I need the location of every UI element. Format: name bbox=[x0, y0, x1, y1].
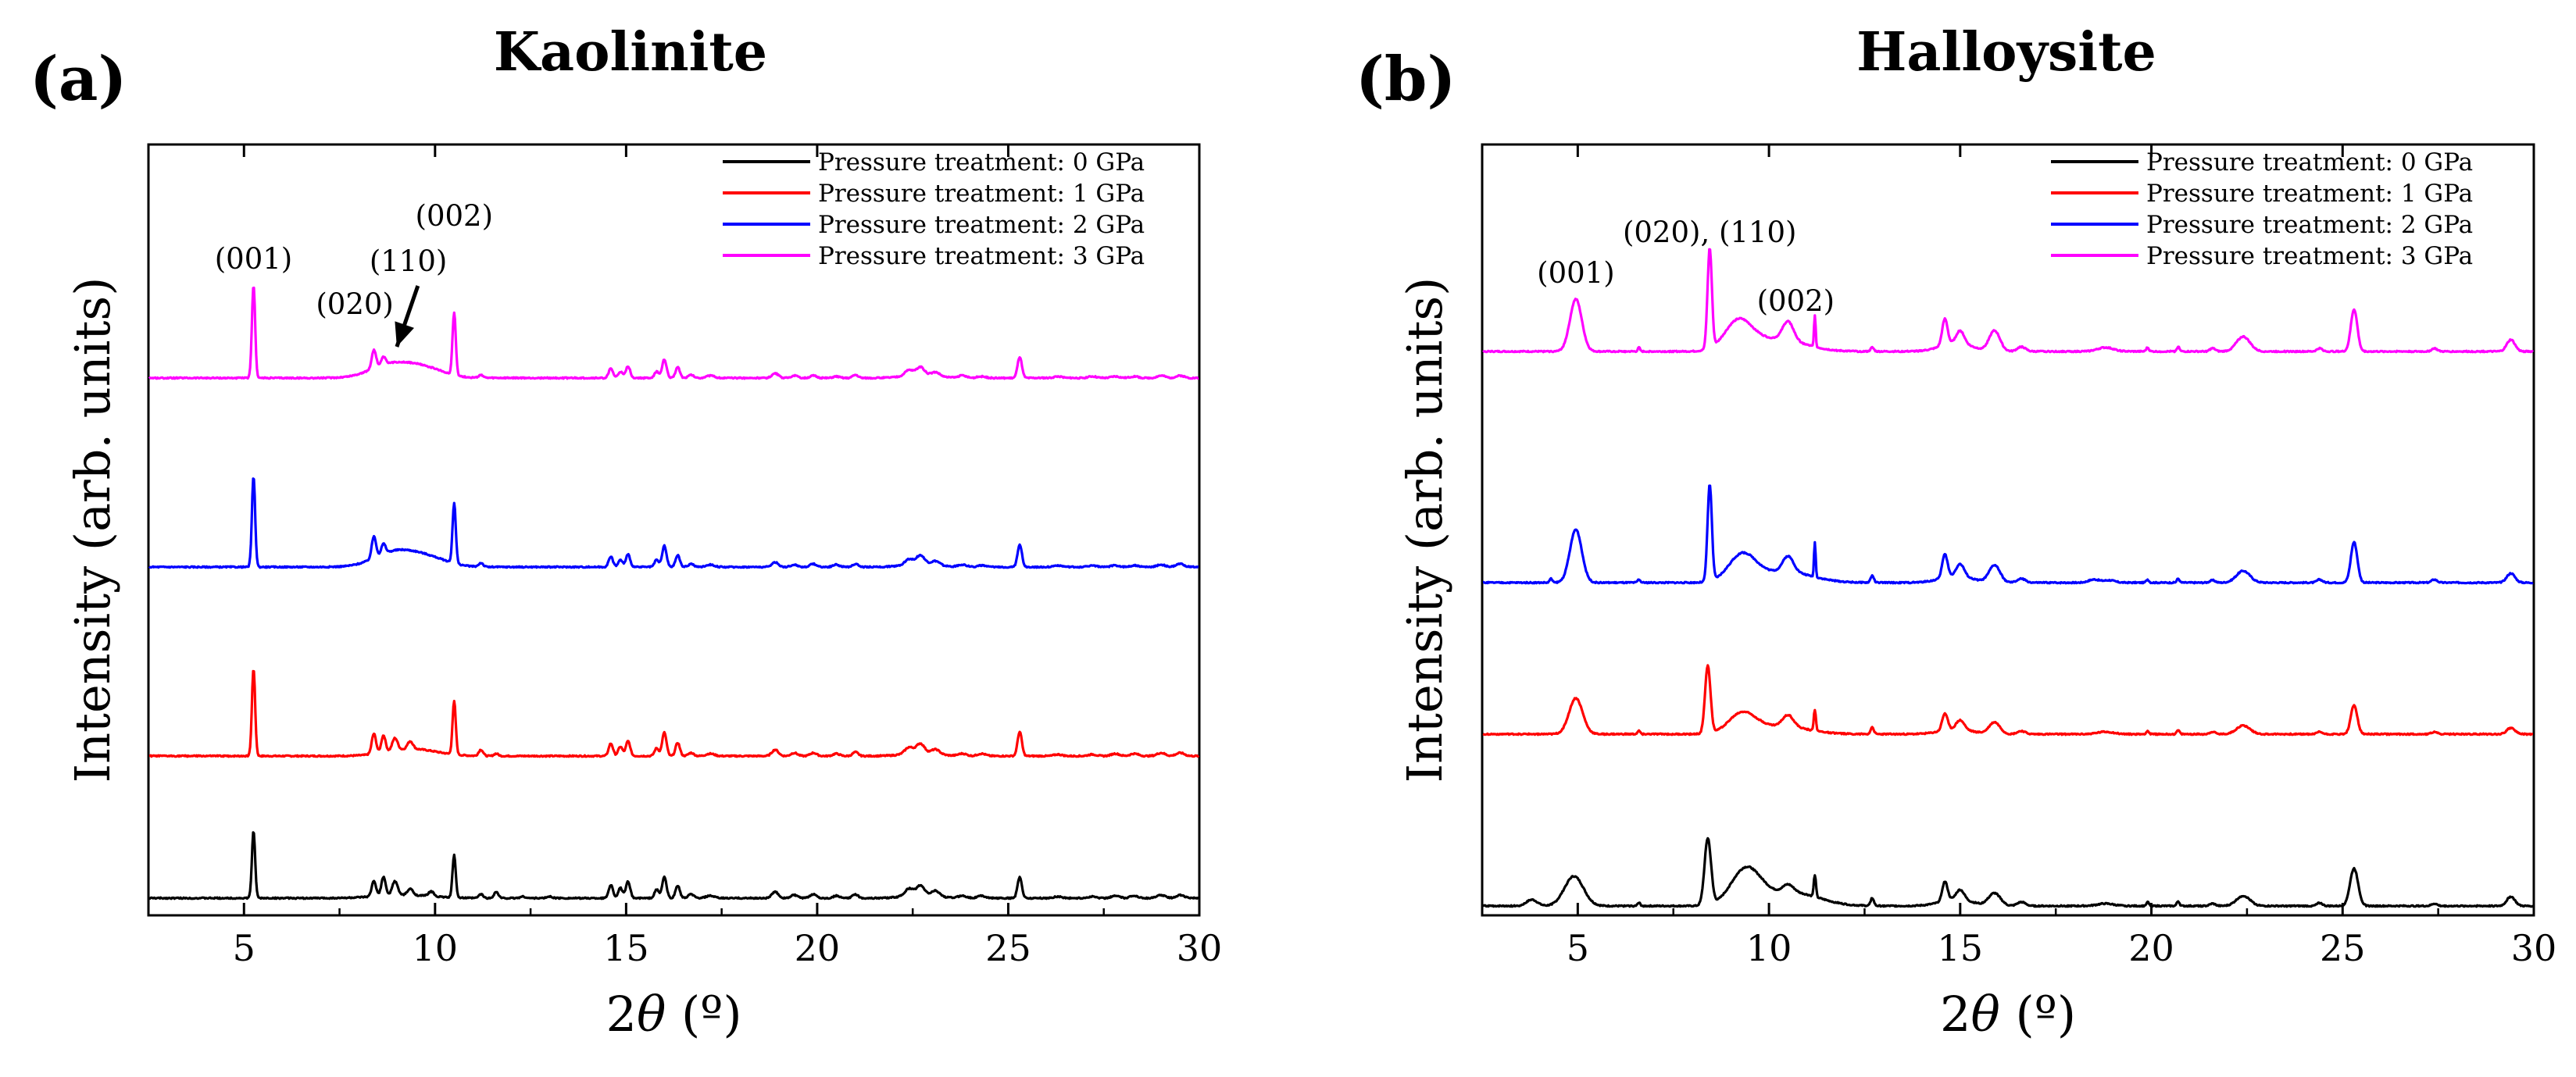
panel-a-title: Kaolinite bbox=[494, 21, 767, 84]
legend-label: Pressure treatment: 0 GPa bbox=[818, 148, 1145, 177]
x-tick-label: 20 bbox=[2128, 927, 2174, 969]
peak-annotation: (110) bbox=[370, 244, 448, 278]
x-tick-label: 15 bbox=[1938, 927, 1984, 969]
legend-label: Pressure treatment: 3 GPa bbox=[818, 242, 1145, 270]
x-tick-label: 10 bbox=[413, 927, 459, 969]
x-tick-label: 10 bbox=[1746, 927, 1792, 969]
peak-annotation: (020) bbox=[316, 287, 394, 321]
x-tick-label: 20 bbox=[795, 927, 841, 969]
series-line bbox=[148, 831, 1199, 900]
series-line bbox=[1482, 248, 2535, 354]
series-line bbox=[1482, 664, 2534, 736]
annotation-arrow-head bbox=[395, 321, 414, 347]
legend-label: Pressure treatment: 0 GPa bbox=[2146, 148, 2473, 177]
series-line bbox=[148, 669, 1200, 758]
x-tick-label: 30 bbox=[2511, 927, 2557, 969]
y-axis-label: Intensity (arb. units) bbox=[64, 277, 121, 783]
panel-b-label: (b) bbox=[1356, 44, 1456, 115]
peak-annotation: (002) bbox=[1757, 284, 1835, 318]
x-tick-label: 15 bbox=[603, 927, 649, 969]
x-axis-label-symbol: θ bbox=[637, 986, 666, 1043]
series-line bbox=[1482, 836, 2535, 908]
x-axis-label-symbol: θ bbox=[1970, 986, 1999, 1043]
x-tick-label: 25 bbox=[2320, 927, 2366, 969]
x-tick-label: 5 bbox=[233, 927, 255, 969]
peak-annotation: (001) bbox=[215, 242, 293, 276]
peak-annotation: (002) bbox=[416, 199, 494, 233]
legend-label: Pressure treatment: 1 GPa bbox=[2146, 180, 2473, 208]
x-axis-label-suffix: (º) bbox=[666, 986, 741, 1043]
panel-b-title: Halloysite bbox=[1856, 21, 2156, 84]
x-axis-label: 2θ (º) bbox=[1940, 986, 2076, 1043]
peak-annotation: (001) bbox=[1537, 256, 1615, 290]
panel-a-label: (a) bbox=[30, 44, 127, 115]
x-axis-label: 2θ (º) bbox=[606, 986, 741, 1043]
x-tick-label: 5 bbox=[1567, 927, 1589, 969]
legend-label: Pressure treatment: 3 GPa bbox=[2146, 242, 2473, 270]
x-axis-label-suffix: (º) bbox=[2000, 986, 2076, 1043]
peak-annotation: (020), (110) bbox=[1623, 216, 1797, 249]
legend-label: Pressure treatment: 1 GPa bbox=[818, 180, 1145, 208]
x-axis-label-prefix: 2 bbox=[606, 986, 636, 1043]
panel-a-kaolinite: (a) Kaolinite 5 10 15 20 25 30 2θ (º) Intensity… bbox=[30, 21, 1222, 1043]
x-tick-label: 30 bbox=[1177, 927, 1223, 969]
plot-frame bbox=[147, 143, 1201, 917]
panel-b-halloysite: (b) Halloysite 5 10 15 20 25 30 2θ (º) Intensit… bbox=[1356, 21, 2556, 1043]
legend-label: Pressure treatment: 2 GPa bbox=[2146, 211, 2473, 239]
x-tick-label: 25 bbox=[985, 927, 1031, 969]
x-axis-label-prefix: 2 bbox=[1940, 986, 1970, 1043]
series-line bbox=[148, 286, 1199, 380]
series-line bbox=[148, 477, 1199, 569]
legend-label: Pressure treatment: 2 GPa bbox=[818, 211, 1145, 239]
y-axis-label: Intensity (arb. units) bbox=[1396, 277, 1453, 783]
plot-frame bbox=[1481, 143, 2535, 917]
series-line bbox=[1482, 484, 2534, 585]
